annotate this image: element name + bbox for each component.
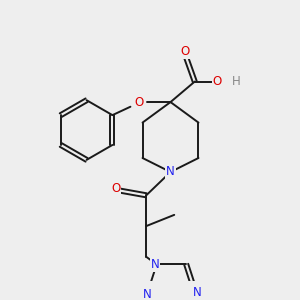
Text: H: H	[231, 75, 240, 88]
Text: N: N	[150, 258, 159, 271]
Text: O: O	[181, 45, 190, 58]
Text: N: N	[193, 286, 202, 299]
Text: N: N	[166, 166, 175, 178]
Text: O: O	[111, 182, 120, 195]
Text: O: O	[134, 96, 143, 109]
Text: O: O	[212, 75, 222, 88]
Text: N: N	[143, 288, 152, 300]
